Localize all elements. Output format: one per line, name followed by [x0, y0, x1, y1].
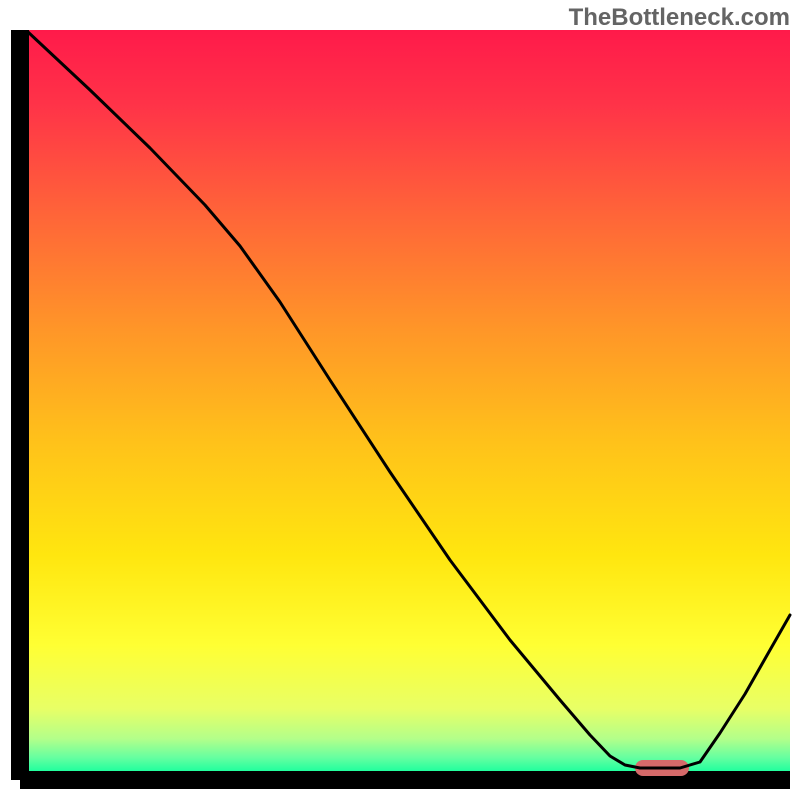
watermark-text: TheBottleneck.com	[569, 4, 790, 32]
plot-background	[20, 30, 790, 780]
bottleneck-chart: TheBottleneck.com	[0, 0, 800, 800]
chart-svg	[0, 0, 800, 800]
